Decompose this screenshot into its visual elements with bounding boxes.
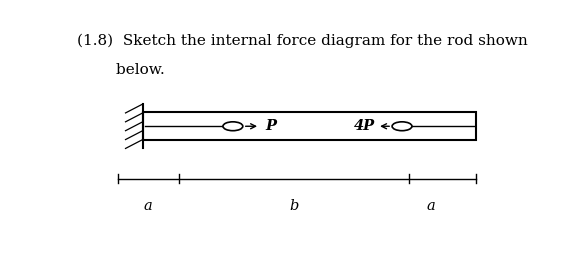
Text: a: a — [427, 199, 436, 213]
Text: b: b — [289, 199, 299, 213]
Bar — [143, 112, 477, 140]
Text: P: P — [265, 119, 276, 133]
Text: 4P: 4P — [354, 119, 375, 133]
Text: a: a — [144, 199, 152, 213]
Circle shape — [223, 122, 243, 131]
Text: below.: below. — [77, 63, 165, 77]
Circle shape — [392, 122, 412, 131]
Text: (1.8)  Sketch the internal force diagram for the rod shown: (1.8) Sketch the internal force diagram … — [77, 34, 528, 48]
